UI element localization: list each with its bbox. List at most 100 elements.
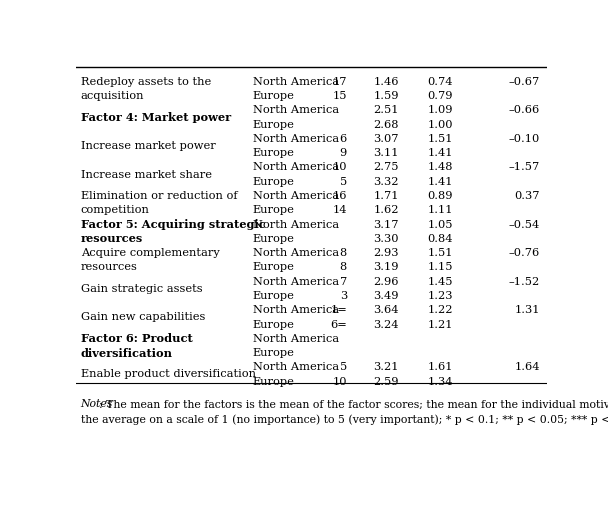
Text: 1.34: 1.34 xyxy=(427,376,453,387)
Text: competition: competition xyxy=(81,205,150,215)
Text: 3: 3 xyxy=(340,291,347,301)
Text: 6: 6 xyxy=(340,134,347,144)
Text: 1.41: 1.41 xyxy=(427,148,453,158)
Text: 0.74: 0.74 xyxy=(427,77,453,87)
Text: Factor 6: Product: Factor 6: Product xyxy=(81,333,193,344)
Text: Factor 5: Acquiring strategic: Factor 5: Acquiring strategic xyxy=(81,219,266,230)
Text: Europe: Europe xyxy=(253,320,294,330)
Text: 17: 17 xyxy=(333,77,347,87)
Text: North America: North America xyxy=(253,191,339,201)
Text: Europe: Europe xyxy=(253,291,294,301)
Text: Europe: Europe xyxy=(253,263,294,272)
Text: North America: North America xyxy=(253,334,339,344)
Text: diversification: diversification xyxy=(81,347,173,359)
Text: Enable product diversification: Enable product diversification xyxy=(81,369,256,379)
Text: Europe: Europe xyxy=(253,348,294,358)
Text: 10: 10 xyxy=(333,376,347,387)
Text: 2.93: 2.93 xyxy=(373,248,399,258)
Text: 0.84: 0.84 xyxy=(427,234,453,244)
Text: 3.30: 3.30 xyxy=(373,234,399,244)
Text: 1.61: 1.61 xyxy=(427,362,453,372)
Text: 3.11: 3.11 xyxy=(373,148,399,158)
Text: 1.23: 1.23 xyxy=(427,291,453,301)
Text: 1.09: 1.09 xyxy=(427,105,453,115)
Text: Gain strategic assets: Gain strategic assets xyxy=(81,284,202,294)
Text: 1.64: 1.64 xyxy=(514,362,540,372)
Text: the average on a scale of 1 (no importance) to 5 (very important); * p < 0.1; **: the average on a scale of 1 (no importan… xyxy=(81,415,608,425)
Text: Increase market share: Increase market share xyxy=(81,170,212,180)
Text: 0.79: 0.79 xyxy=(427,91,453,101)
Text: acquisition: acquisition xyxy=(81,91,144,101)
Text: –1.52: –1.52 xyxy=(509,277,540,287)
Text: –1.57: –1.57 xyxy=(509,163,540,172)
Text: Increase market power: Increase market power xyxy=(81,141,215,151)
Text: North America: North America xyxy=(253,77,339,87)
Text: 0.37: 0.37 xyxy=(514,191,540,201)
Text: 9: 9 xyxy=(340,148,347,158)
Text: 1.51: 1.51 xyxy=(427,248,453,258)
Text: Notes: Notes xyxy=(81,399,113,409)
Text: 1.45: 1.45 xyxy=(427,277,453,287)
Text: 2.96: 2.96 xyxy=(373,277,399,287)
Text: Factor 4: Market power: Factor 4: Market power xyxy=(81,112,231,123)
Text: 3.24: 3.24 xyxy=(373,320,399,330)
Text: 3.07: 3.07 xyxy=(373,134,399,144)
Text: North America: North America xyxy=(253,277,339,287)
Text: 1.21: 1.21 xyxy=(427,320,453,330)
Text: : The mean for the factors is the mean of the factor scores; the mean for the in: : The mean for the factors is the mean o… xyxy=(98,399,608,409)
Text: North America: North America xyxy=(253,105,339,115)
Text: Europe: Europe xyxy=(253,205,294,215)
Text: –0.66: –0.66 xyxy=(509,105,540,115)
Text: Gain new capabilities: Gain new capabilities xyxy=(81,312,205,323)
Text: 0.89: 0.89 xyxy=(427,191,453,201)
Text: 8: 8 xyxy=(340,263,347,272)
Text: 1.41: 1.41 xyxy=(427,177,453,187)
Text: 1.31: 1.31 xyxy=(514,305,540,315)
Text: –0.67: –0.67 xyxy=(509,77,540,87)
Text: 6=: 6= xyxy=(330,320,347,330)
Text: 8: 8 xyxy=(340,248,347,258)
Text: 14: 14 xyxy=(333,205,347,215)
Text: North America: North America xyxy=(253,305,339,315)
Text: 1.22: 1.22 xyxy=(427,305,453,315)
Text: 16: 16 xyxy=(333,191,347,201)
Text: Europe: Europe xyxy=(253,119,294,130)
Text: North America: North America xyxy=(253,219,339,230)
Text: –0.76: –0.76 xyxy=(509,248,540,258)
Text: 10: 10 xyxy=(333,163,347,172)
Text: Acquire complementary: Acquire complementary xyxy=(81,248,219,258)
Text: North America: North America xyxy=(253,163,339,172)
Text: Europe: Europe xyxy=(253,148,294,158)
Text: Europe: Europe xyxy=(253,376,294,387)
Text: 1.05: 1.05 xyxy=(427,219,453,230)
Text: 1=: 1= xyxy=(330,305,347,315)
Text: 1.62: 1.62 xyxy=(373,205,399,215)
Text: –0.54: –0.54 xyxy=(509,219,540,230)
Text: 2.51: 2.51 xyxy=(373,105,399,115)
Text: 5: 5 xyxy=(340,362,347,372)
Text: Redeploy assets to the: Redeploy assets to the xyxy=(81,77,211,87)
Text: 1.71: 1.71 xyxy=(373,191,399,201)
Text: 5: 5 xyxy=(340,177,347,187)
Text: 1.59: 1.59 xyxy=(373,91,399,101)
Text: 2.75: 2.75 xyxy=(373,163,399,172)
Text: 3.19: 3.19 xyxy=(373,263,399,272)
Text: 3.17: 3.17 xyxy=(373,219,399,230)
Text: 1.00: 1.00 xyxy=(427,119,453,130)
Text: North America: North America xyxy=(253,248,339,258)
Text: resources: resources xyxy=(81,233,143,244)
Text: 3.21: 3.21 xyxy=(373,362,399,372)
Text: –0.10: –0.10 xyxy=(509,134,540,144)
Text: 1.15: 1.15 xyxy=(427,263,453,272)
Text: 2.59: 2.59 xyxy=(373,376,399,387)
Text: 1.48: 1.48 xyxy=(427,163,453,172)
Text: 2.68: 2.68 xyxy=(373,119,399,130)
Text: resources: resources xyxy=(81,263,137,272)
Text: 1.11: 1.11 xyxy=(427,205,453,215)
Text: 7: 7 xyxy=(340,277,347,287)
Text: 3.64: 3.64 xyxy=(373,305,399,315)
Text: 1.46: 1.46 xyxy=(373,77,399,87)
Text: North America: North America xyxy=(253,134,339,144)
Text: 1.51: 1.51 xyxy=(427,134,453,144)
Text: Europe: Europe xyxy=(253,234,294,244)
